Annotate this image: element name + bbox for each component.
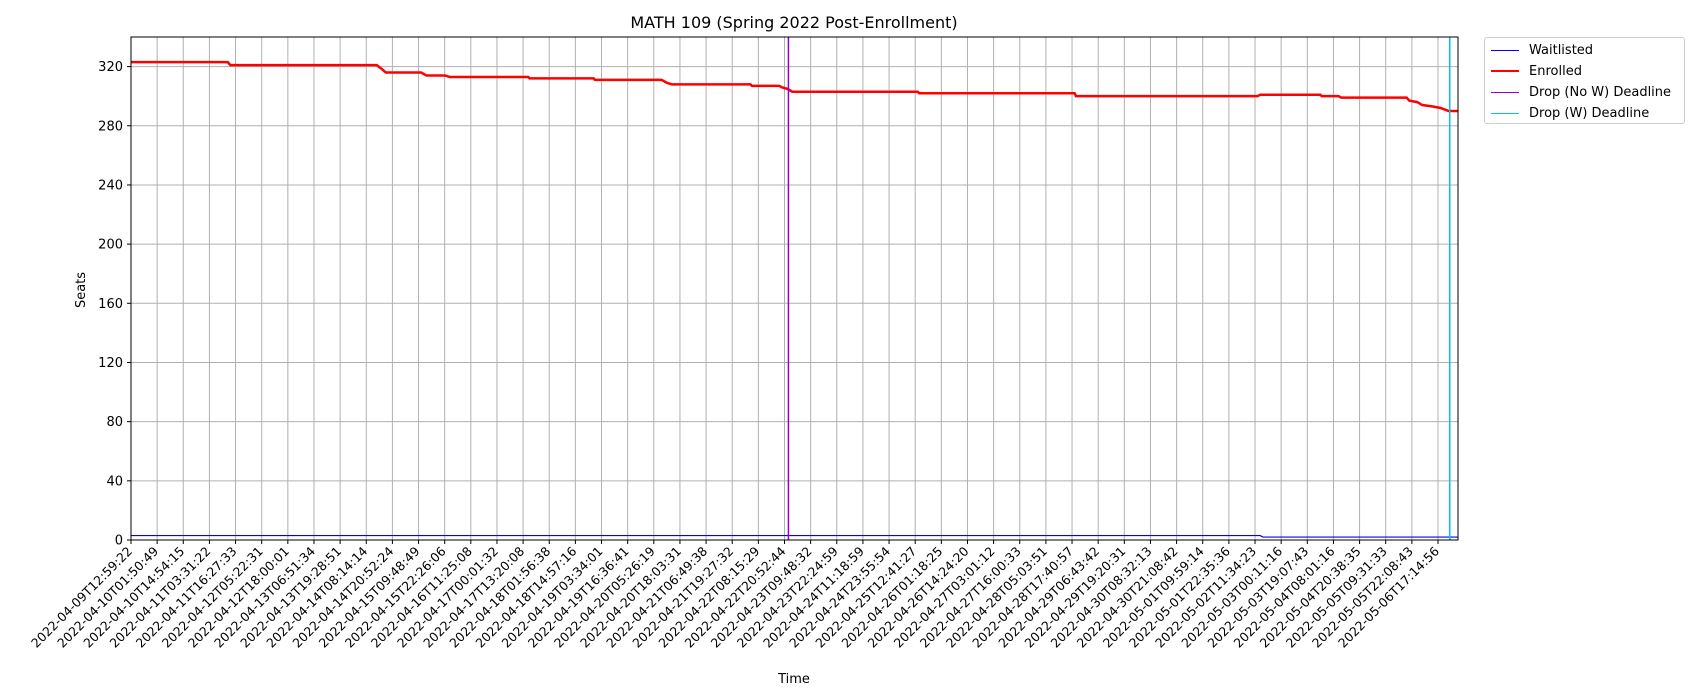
chart-title: MATH 109 (Spring 2022 Post-Enrollment) [630, 13, 957, 32]
legend-label: Drop (W) Deadline [1529, 105, 1650, 121]
plot-frame [130, 36, 1459, 541]
y-tick-label: 200 [98, 238, 123, 253]
legend-swatch [1491, 112, 1519, 114]
legend-item: Drop (No W) Deadline [1491, 82, 1671, 102]
x-axis-label: Time [777, 672, 810, 687]
legend-item: Waitlisted [1491, 40, 1593, 60]
axes: 040801201602002402803202022-04-09T12:59:… [28, 36, 1459, 651]
series-line-waitlisted [131, 534, 1458, 538]
legend-item: Drop (W) Deadline [1491, 103, 1649, 123]
y-tick-label: 80 [106, 415, 123, 430]
grid [130, 37, 1458, 541]
y-tick-label: 240 [98, 178, 123, 193]
legend-item: Enrolled [1491, 61, 1582, 81]
y-tick-label: 280 [98, 119, 123, 134]
y-tick-label: 320 [98, 60, 123, 75]
legend-label: Waitlisted [1529, 42, 1594, 58]
legend-swatch [1491, 70, 1519, 72]
y-tick-label: 160 [98, 297, 123, 312]
y-tick-label: 0 [115, 534, 123, 549]
y-tick-label: 120 [98, 356, 123, 371]
legend-swatch [1491, 49, 1519, 51]
legend-label: Drop (No W) Deadline [1529, 84, 1672, 100]
series-layer [131, 37, 1458, 540]
legend-label: Enrolled [1529, 63, 1582, 79]
legend-swatch [1491, 91, 1519, 93]
y-tick-label: 40 [106, 474, 123, 489]
y-axis-label: Seats [74, 272, 89, 308]
series-line-enrolled [131, 60, 1458, 113]
legend: Waitlisted Enrolled Drop (No W) Deadline Dr… [1484, 37, 1685, 124]
